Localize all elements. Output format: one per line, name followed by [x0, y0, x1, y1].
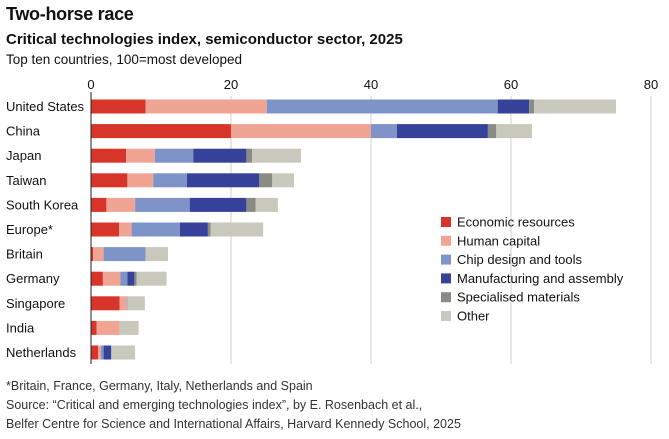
category-label: Europe*: [6, 222, 53, 237]
bar-segment: [179, 222, 208, 237]
legend-swatch: [441, 254, 451, 265]
bar-segment: [487, 124, 497, 139]
bar-segment: [246, 148, 252, 163]
bar-segment: [131, 222, 180, 237]
category-label: South Korea: [6, 197, 79, 212]
category-label: Germany: [6, 271, 60, 286]
legend-swatch: [441, 217, 451, 227]
bar-segment: [266, 99, 498, 114]
category-label: United States: [6, 99, 85, 114]
bar-segment: [255, 197, 278, 212]
category-label: China: [6, 124, 41, 139]
legend-label: Economic resources: [457, 215, 575, 230]
bar-segment: [119, 222, 132, 237]
category-label: India: [6, 320, 35, 335]
x-tick-label: 60: [504, 77, 518, 92]
bar-segment: [127, 296, 145, 311]
bar-segment: [96, 320, 120, 335]
legend-label: Human capital: [457, 233, 540, 248]
bar-segment: [145, 247, 168, 262]
bar-segment: [106, 197, 136, 212]
bar-segment: [111, 345, 136, 360]
source-line-2: Belfer Centre for Science and Internatio…: [6, 417, 461, 431]
x-tick-label: 0: [87, 77, 94, 92]
category-label: Netherlands: [6, 345, 77, 360]
bar-segment: [98, 345, 101, 360]
bar-segment: [91, 296, 120, 311]
bar-segment: [91, 124, 231, 139]
bar-segment: [93, 247, 104, 262]
category-label: Britain: [6, 247, 43, 262]
bar-segment: [207, 222, 211, 237]
category-label: Singapore: [6, 296, 65, 311]
legend-label: Specialised materials: [457, 290, 580, 305]
source-line-1: Source: “Critical and emerging technolog…: [6, 398, 423, 412]
legend-label: Other: [457, 309, 490, 324]
legend-label: Chip design and tools: [457, 252, 583, 267]
bar-segment: [91, 247, 94, 262]
bar-segment: [396, 124, 488, 139]
chart-title: Two-horse race: [6, 4, 134, 24]
legend-label: Manufacturing and assembly: [457, 271, 624, 286]
chart-description: Top ten countries, 100=most developed: [6, 52, 243, 67]
bar-segment: [272, 173, 294, 188]
bar-segment: [252, 148, 301, 163]
bar-segment: [91, 99, 146, 114]
bar-segment: [103, 247, 146, 262]
bar-segment: [193, 148, 247, 163]
bar-segment: [120, 271, 128, 286]
bar-segment: [119, 296, 127, 311]
bar-segment: [91, 222, 119, 237]
bar-segment: [189, 197, 247, 212]
bar-segment: [102, 271, 121, 286]
category-label: Japan: [6, 148, 41, 163]
bar-segment: [91, 271, 103, 286]
bar-segment: [529, 99, 535, 114]
bar-segment: [91, 197, 107, 212]
bar-segment: [100, 345, 104, 360]
stacked-bar-chart: 0 20 40 60 80 United States China Japan Taiwan So…: [6, 77, 658, 364]
legend-swatch: [441, 273, 451, 284]
x-tick-label: 80: [644, 77, 658, 92]
legend-swatch: [441, 292, 451, 303]
bar-segment: [91, 345, 98, 360]
bar-segment: [186, 173, 259, 188]
bar-segment: [534, 99, 616, 114]
bar-segment: [127, 173, 154, 188]
bar-segment: [91, 320, 97, 335]
bar-segment: [154, 148, 194, 163]
bar-segment: [119, 320, 139, 335]
bar-segment: [246, 197, 256, 212]
bar-segment: [136, 271, 167, 286]
bar-segment: [210, 222, 264, 237]
bar-segment: [231, 124, 371, 139]
bar-segment: [259, 173, 273, 188]
bar-segment: [127, 271, 135, 286]
bar-segment: [91, 148, 126, 163]
bar-segment: [126, 296, 128, 311]
bar-segment: [103, 345, 112, 360]
x-tick-label: 40: [364, 77, 378, 92]
bar-segment: [496, 124, 532, 139]
category-label: Taiwan: [6, 173, 46, 188]
legend-swatch: [441, 235, 451, 246]
legend-swatch: [441, 311, 451, 321]
chart-subtitle: Critical technologies index, semiconduct…: [6, 31, 403, 48]
bar-segment: [135, 197, 190, 212]
bar-segment: [134, 271, 137, 286]
bar-segment: [126, 148, 155, 163]
bar-segment: [497, 99, 530, 114]
x-tick-label: 20: [224, 77, 238, 92]
bar-segment: [371, 124, 397, 139]
bar-segment: [91, 173, 128, 188]
bar-segment: [153, 173, 187, 188]
footnote: *Britain, France, Germany, Italy, Nether…: [6, 379, 313, 393]
bar-segment: [145, 99, 267, 114]
